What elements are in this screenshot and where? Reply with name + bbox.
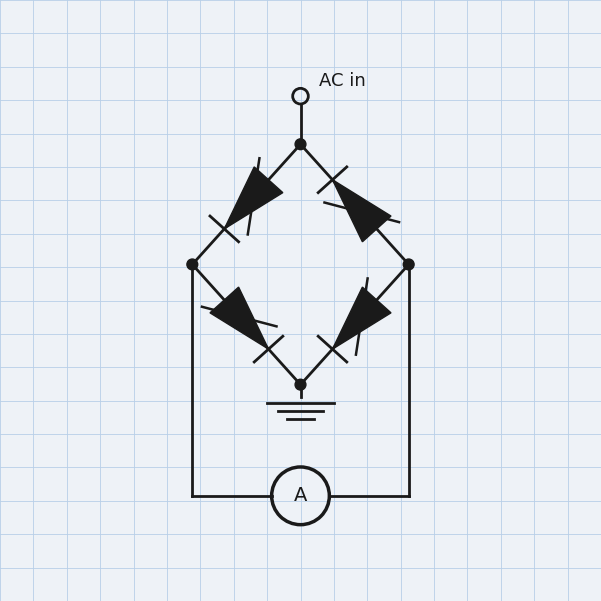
Circle shape [295,379,306,390]
Circle shape [187,259,198,270]
Circle shape [403,259,414,270]
Polygon shape [224,167,283,229]
Text: AC in: AC in [319,72,365,90]
Polygon shape [332,180,391,242]
Polygon shape [332,287,391,349]
Polygon shape [210,287,269,349]
Text: A: A [294,486,307,505]
Circle shape [295,139,306,150]
